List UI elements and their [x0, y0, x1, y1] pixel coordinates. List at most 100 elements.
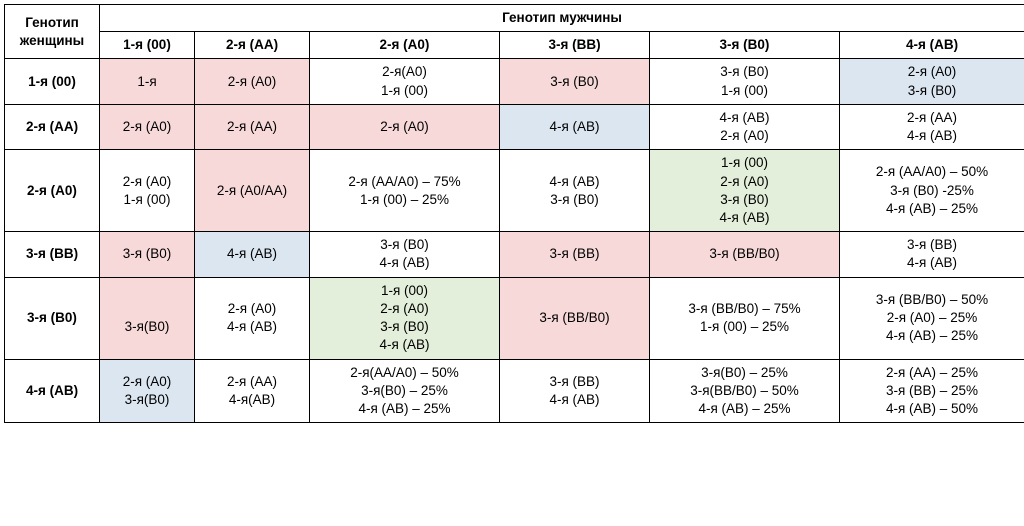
- genotype-cell: 2-я (А0)4-я (АВ): [195, 277, 310, 359]
- genotype-cell: 2-я (АА) – 25%3-я (ВВ) – 25%4-я (АВ) – 5…: [840, 359, 1024, 423]
- cell-line: 3-я (ВВ/В0) – 50%: [842, 291, 1022, 309]
- col-label: 3-я (ВВ): [500, 32, 650, 59]
- cell-line: 3-я (В0): [652, 191, 837, 209]
- genotype-cell: 3-я (ВВ/В0) – 75%1-я (00) – 25%: [650, 277, 840, 359]
- cell-line: 2-я (А0): [102, 173, 192, 191]
- cell-line: 4-я (АВ): [502, 391, 647, 409]
- genotype-cell: 3-я (ВВ/В0): [650, 232, 840, 277]
- table-row: 4-я (АВ)2-я (А0)3-я(В0)2-я (АА)4-я(АВ)2-…: [5, 359, 1024, 423]
- cell-line: 3-я(В0): [102, 391, 192, 409]
- cell-line: 3-я (ВВ): [502, 245, 647, 263]
- cell-line: 2-я (А0/АА): [197, 182, 307, 200]
- cell-line: 1-я (00): [312, 282, 497, 300]
- cell-line: 2-я (АА): [842, 109, 1022, 127]
- cell-line: 3-я(В0) – 25%: [312, 382, 497, 400]
- genotype-cell: 4-я (АВ)2-я (А0): [650, 104, 840, 149]
- genotype-cell: 3-я (В0)4-я (АВ): [310, 232, 500, 277]
- genotype-table: Генотип женщины Генотип мужчины 1-я (00)…: [4, 4, 1024, 423]
- col-label: 2-я (А0): [310, 32, 500, 59]
- genotype-cell: 2-я (А0)3-я (В0): [840, 59, 1024, 104]
- cell-line: 4-я (АВ) – 25%: [652, 400, 837, 418]
- genotype-cell: 4-я (АВ): [500, 104, 650, 149]
- cell-line: 2-я (А0): [652, 173, 837, 191]
- row-label: 3-я (В0): [5, 277, 100, 359]
- cell-line: 2-я (А0): [102, 118, 192, 136]
- col-label: 3-я (В0): [650, 32, 840, 59]
- cell-line: 2-я (А0): [652, 127, 837, 145]
- cell-line: 2-я(А0): [312, 63, 497, 81]
- cell-line: 3-я(В0): [102, 318, 192, 336]
- cell-line: 4-я(АВ): [197, 391, 307, 409]
- cell-line: 2-я (А0) – 25%: [842, 309, 1022, 327]
- row-header-title: Генотип женщины: [5, 5, 100, 59]
- cell-line: 2-я (А0): [197, 300, 307, 318]
- cell-line: 4-я (АВ): [197, 318, 307, 336]
- cell-line: 2-я(АА/А0) – 50%: [312, 364, 497, 382]
- cell-line: 2-я (АА/А0) – 75%: [312, 173, 497, 191]
- cell-line: 1-я (00): [652, 154, 837, 172]
- genotype-cell: 3-я(В0): [100, 277, 195, 359]
- cell-line: 4-я (АВ): [197, 245, 307, 263]
- cell-line: 4-я (АВ): [652, 109, 837, 127]
- genotype-cell: 1-я (00)2-я (А0)3-я (В0)4-я (АВ): [650, 150, 840, 232]
- cell-line: 4-я (АВ) – 25%: [842, 200, 1022, 218]
- row-label: 3-я (ВВ): [5, 232, 100, 277]
- cell-line: 1-я (00): [652, 82, 837, 100]
- row-label: 2-я (АА): [5, 104, 100, 149]
- genotype-cell: 2-я (А0)1-я (00): [100, 150, 195, 232]
- genotype-cell: 3-я(В0) – 25%3-я(ВВ/В0) – 50%4-я (АВ) – …: [650, 359, 840, 423]
- row-label: 4-я (АВ): [5, 359, 100, 423]
- cell-line: 4-я (АВ) – 25%: [312, 400, 497, 418]
- table-row: 1-я (00)1-я2-я (А0)2-я(А0)1-я (00)3-я (В…: [5, 59, 1024, 104]
- cell-line: 2-я (АА) – 25%: [842, 364, 1022, 382]
- genotype-cell: 2-я(А0)1-я (00): [310, 59, 500, 104]
- genotype-cell: 3-я (ВВ/В0): [500, 277, 650, 359]
- genotype-cell: 4-я (АВ): [195, 232, 310, 277]
- cell-line: 3-я (В0): [102, 245, 192, 263]
- cell-line: 3-я (ВВ/В0) – 75%: [652, 300, 837, 318]
- genotype-cell: 2-я (АА)4-я (АВ): [840, 104, 1024, 149]
- genotype-cell: 1-я (00)2-я (А0)3-я (В0)4-я (АВ): [310, 277, 500, 359]
- genotype-cell: 3-я (В0): [100, 232, 195, 277]
- genotype-cell: 2-я (АА/А0) – 50%3-я (В0) -25%4-я (АВ) –…: [840, 150, 1024, 232]
- col-label: 4-я (АВ): [840, 32, 1024, 59]
- genotype-cell: 3-я (В0): [500, 59, 650, 104]
- cell-line: 3-я (В0): [312, 318, 497, 336]
- col-label: 2-я (АА): [195, 32, 310, 59]
- cell-line: 2-я (АА): [197, 373, 307, 391]
- genotype-cell: 2-я (А0/АА): [195, 150, 310, 232]
- col-label: 1-я (00): [100, 32, 195, 59]
- table-row: 2-я (А0)2-я (А0)1-я (00)2-я (А0/АА)2-я (…: [5, 150, 1024, 232]
- cell-line: 1-я (00) – 25%: [312, 191, 497, 209]
- genotype-cell: 2-я (АА): [195, 104, 310, 149]
- cell-line: 3-я (ВВ/В0): [502, 309, 647, 327]
- cell-line: 3-я (В0): [312, 236, 497, 254]
- cell-line: 1-я (00) – 25%: [652, 318, 837, 336]
- cell-line: 3-я (В0) -25%: [842, 182, 1022, 200]
- table-row: 3-я (В0) 3-я(В0)2-я (А0)4-я (АВ)1-я (00)…: [5, 277, 1024, 359]
- cell-line: 3-я (ВВ): [502, 373, 647, 391]
- cell-line: 4-я (АВ): [312, 254, 497, 272]
- cell-line: 2-я (АА): [197, 118, 307, 136]
- genotype-cell: 3-я (ВВ/В0) – 50%2-я (А0) – 25%4-я (АВ) …: [840, 277, 1024, 359]
- cell-line: 4-я (АВ): [502, 173, 647, 191]
- cell-line: 3-я (В0): [652, 63, 837, 81]
- row-label: 1-я (00): [5, 59, 100, 104]
- cell-line: 1-я (00): [312, 82, 497, 100]
- cell-line: 3-я(В0) – 25%: [652, 364, 837, 382]
- cell-line: 4-я (АВ) – 50%: [842, 400, 1022, 418]
- genotype-cell: 3-я (ВВ)4-я (АВ): [500, 359, 650, 423]
- cell-line: 2-я (А0): [842, 63, 1022, 81]
- cell-line: 4-я (АВ): [842, 254, 1022, 272]
- genotype-cell: 3-я (ВВ)4-я (АВ): [840, 232, 1024, 277]
- genotype-cell: 2-я (А0)3-я(В0): [100, 359, 195, 423]
- genotype-cell: 2-я (АА/А0) – 75%1-я (00) – 25%: [310, 150, 500, 232]
- genotype-cell: 2-я (А0): [195, 59, 310, 104]
- cell-line: 3-я (В0): [842, 82, 1022, 100]
- cell-line: 4-я (АВ) – 25%: [842, 327, 1022, 345]
- genotype-cell: 2-я (А0): [310, 104, 500, 149]
- cell-line: 3-я (ВВ): [842, 236, 1022, 254]
- cell-line: 2-я (А0): [197, 73, 307, 91]
- cell-line: 2-я (А0): [312, 300, 497, 318]
- genotype-cell: 2-я (АА)4-я(АВ): [195, 359, 310, 423]
